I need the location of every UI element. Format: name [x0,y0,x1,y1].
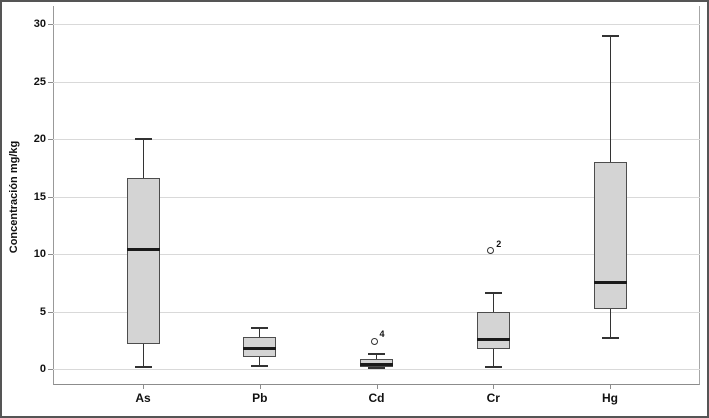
median-line [126,248,160,252]
box [126,178,160,344]
y-axis-tick [48,196,53,198]
whisker-cap-max [601,34,619,37]
whisker-cap-min [251,364,269,367]
median-line [476,338,510,342]
x-axis-tick [259,385,261,389]
whisker-cap-min [368,367,385,370]
y-axis-tick [48,369,53,370]
x-axis-tick [610,385,611,389]
x-axis-tick [493,385,495,389]
x-category-label: As [135,391,151,405]
y-tick-label: 20 [33,133,46,145]
median-line [593,280,627,284]
box [360,358,393,367]
y-tick-label: 10 [33,248,46,260]
whisker-cap-min [134,365,152,368]
whisker-cap-max [134,138,152,140]
x-axis-tick [143,385,144,389]
outlier-marker [370,337,378,345]
y-tick-label: 30 [33,18,46,30]
whisker-cap-max [484,292,502,295]
y-axis-tick [48,24,53,25]
whisker-cap-max [368,353,385,356]
y-axis-tick [48,139,53,140]
x-category-label: Pb [252,391,268,405]
box [593,162,627,310]
x-category-label: Hg [602,391,618,405]
box [476,311,510,350]
y-tick-label: 5 [39,305,46,318]
y-tick-label: 15 [33,190,46,203]
whisker-cap-min [601,336,619,339]
outlier-case-label: 4 [379,329,385,340]
y-axis-tick [48,254,53,255]
median-line [360,362,393,366]
whisker-cap-min [484,365,502,368]
x-axis-tick [376,385,378,389]
y-axis-tick [48,81,53,83]
outlier-case-label: 2 [496,238,502,249]
y-tick-label: 0 [39,363,46,375]
box [243,336,277,358]
x-category-label: Cr [486,391,500,405]
x-category-label: Cd [368,391,385,405]
outlier-marker [487,247,495,255]
median-line [243,347,277,351]
whisker-cap-max [251,326,269,329]
plot-area [53,6,700,385]
y-tick-label: 25 [33,75,46,88]
y-axis-tick [48,311,53,313]
